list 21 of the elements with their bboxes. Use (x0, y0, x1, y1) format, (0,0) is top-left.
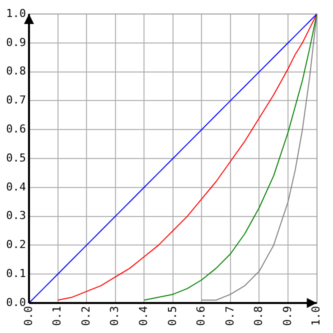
x-tick-label: 0.9 (280, 306, 294, 326)
y-tick-label: 0.2 (6, 238, 26, 252)
x-tick-label: 0.8 (252, 306, 266, 326)
y-tick-label: 0.4 (6, 180, 26, 194)
x-tick-label: 0.4 (136, 306, 150, 326)
y-tick-label: 0.5 (6, 151, 26, 164)
x-tick-label: 0.6 (194, 306, 208, 326)
x-tick-label: 0.3 (108, 306, 122, 326)
y-tick-label: 0.1 (6, 266, 26, 280)
y-tick-label: 0.6 (6, 122, 26, 136)
x-tick-label: 1.0 (310, 306, 323, 326)
y-tick-label: 0.0 (6, 296, 26, 309)
x-tick-label: 0.2 (79, 306, 92, 326)
y-tick-label: 0.3 (6, 209, 26, 222)
y-tick-label: 0.8 (6, 64, 26, 78)
y-tick-label: 0.7 (6, 94, 26, 107)
x-tick-label: 0.5 (166, 306, 179, 326)
x-tick-label: 0.1 (50, 306, 64, 326)
y-tick-label: 0.9 (6, 36, 26, 49)
y-tick-label: 1.0 (6, 6, 26, 20)
x-tick-label: 0.7 (223, 306, 236, 326)
